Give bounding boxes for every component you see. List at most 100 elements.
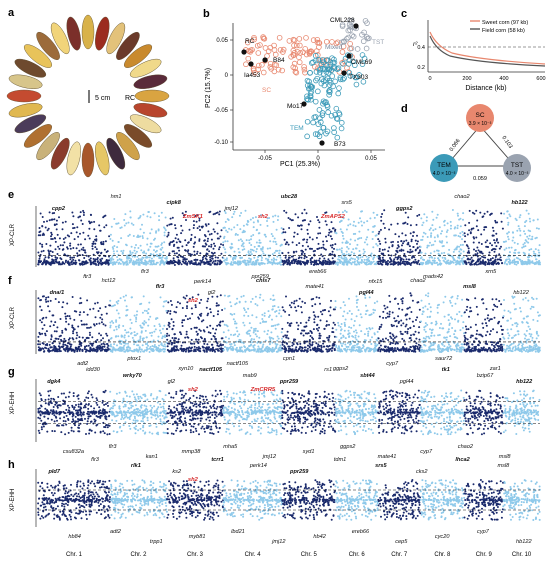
snp-point	[383, 209, 386, 212]
snp-point	[140, 260, 143, 263]
snp-point	[231, 346, 234, 349]
snp-point	[346, 348, 349, 351]
gene-label: srs5	[341, 200, 352, 206]
snp-point	[64, 261, 67, 263]
pca-point	[246, 48, 252, 54]
snp-point	[341, 211, 344, 214]
snp-point	[113, 252, 116, 255]
snp-point	[115, 328, 118, 331]
panel-g-letter: g	[8, 366, 15, 378]
pca-point	[362, 18, 369, 24]
snp-point	[277, 215, 280, 218]
snp-point	[163, 234, 166, 237]
snp-point	[257, 255, 260, 258]
snp-point	[325, 240, 328, 243]
snp-point	[139, 215, 142, 217]
snp-point	[449, 299, 451, 302]
snp-point	[194, 259, 197, 261]
snp-point	[281, 252, 284, 255]
snp-point	[407, 241, 410, 244]
snp-point	[409, 337, 412, 339]
snp-point	[527, 237, 530, 240]
snp-point	[281, 259, 284, 262]
snp-point	[397, 241, 399, 243]
snp-point	[117, 349, 120, 352]
snp-point	[511, 259, 514, 262]
snp-point	[331, 227, 334, 230]
snp-point	[47, 296, 50, 299]
snp-point	[224, 248, 226, 251]
snp-point	[149, 315, 152, 318]
snp-point	[414, 348, 417, 351]
snp-point	[115, 319, 118, 322]
snp-point	[245, 239, 248, 242]
snp-point	[151, 348, 154, 351]
snp-point	[59, 334, 62, 337]
snp-point	[130, 245, 133, 248]
snp-point	[400, 240, 403, 243]
snp-point	[198, 239, 201, 242]
snp-point	[426, 236, 429, 238]
snp-point	[535, 258, 537, 261]
snp-point	[529, 261, 532, 264]
snp-point	[230, 242, 233, 245]
pca-point	[257, 42, 263, 48]
snp-point	[295, 258, 298, 261]
snp-point	[221, 309, 224, 311]
snp-point	[405, 262, 408, 264]
snp-point	[425, 260, 428, 263]
snp-point	[54, 321, 57, 324]
snp-point	[389, 257, 391, 259]
snp-point	[72, 227, 75, 230]
snp-point	[71, 326, 74, 329]
snp-point	[278, 312, 281, 315]
snp-point	[163, 343, 166, 346]
snp-point	[353, 260, 356, 263]
snp-point	[318, 226, 321, 229]
snp-point	[357, 335, 360, 338]
snp-point	[450, 224, 452, 227]
snp-point	[89, 334, 91, 336]
pca-point	[312, 64, 318, 70]
snp-point	[343, 329, 346, 332]
snp-point	[97, 310, 100, 312]
pca-point	[297, 42, 303, 49]
snp-point	[327, 310, 330, 313]
snp-point	[198, 317, 200, 320]
e-ylabel: XP-CLR	[10, 223, 16, 246]
pca-point	[280, 46, 287, 53]
snp-point	[181, 245, 184, 248]
pca-point	[333, 105, 340, 112]
corn-cob	[6, 89, 42, 103]
snp-point	[182, 256, 184, 259]
snp-point	[111, 239, 114, 242]
snp-point	[259, 223, 262, 226]
snp-point	[79, 297, 82, 300]
snp-point	[448, 248, 451, 251]
snp-point	[341, 263, 344, 266]
snp-point	[347, 224, 350, 227]
snp-point	[510, 246, 513, 249]
snp-point	[350, 263, 353, 266]
pca-point	[290, 47, 297, 54]
snp-point	[162, 251, 165, 254]
snp-point	[335, 328, 338, 331]
snp-point	[379, 344, 382, 347]
snp-point	[494, 258, 497, 261]
snp-point	[240, 244, 243, 247]
snp-point	[272, 259, 275, 262]
snp-point	[329, 260, 332, 263]
snp-point	[216, 295, 219, 298]
snp-point	[519, 234, 522, 237]
snp-point	[41, 245, 44, 248]
snp-point	[257, 345, 260, 348]
snp-point	[220, 252, 223, 255]
snp-point	[405, 239, 408, 242]
snp-point	[255, 241, 258, 244]
snp-point	[433, 348, 436, 351]
snp-point	[505, 263, 508, 266]
snp-point	[451, 317, 454, 320]
snp-point	[210, 348, 213, 351]
snp-point	[254, 327, 257, 330]
snp-point	[523, 242, 526, 244]
